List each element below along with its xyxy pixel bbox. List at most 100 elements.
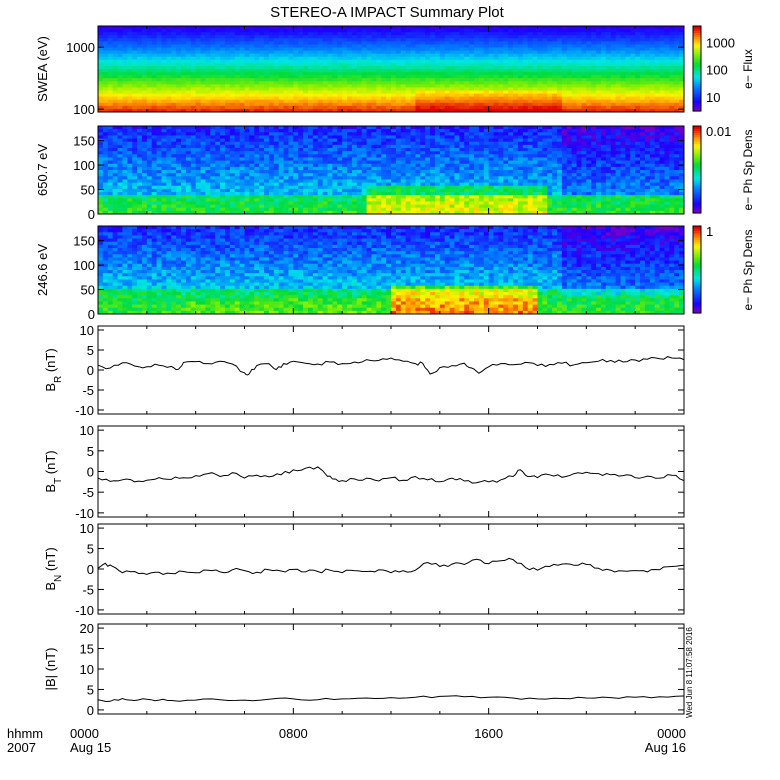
spectrogram-cell (112, 182, 119, 187)
spectrogram-cell (405, 108, 412, 113)
spectrogram-cell (166, 44, 172, 48)
spectrogram-cell (513, 35, 519, 39)
spectrogram-cell (141, 62, 148, 67)
spectrogram-cell (98, 154, 104, 158)
spectrogram-cell (259, 188, 265, 193)
spectrogram-cell (337, 198, 343, 202)
spectrogram-cell (122, 53, 128, 58)
spectrogram-cell (356, 108, 363, 113)
spectrogram-cell (229, 99, 236, 104)
spectrogram-cell (264, 135, 270, 140)
spectrogram-cell (620, 72, 626, 76)
spectrogram-cell (259, 38, 265, 42)
spectrogram-cell (517, 47, 524, 52)
spectrogram-cell (591, 75, 597, 79)
spectrogram-cell (654, 84, 661, 88)
spectrogram-cell (571, 29, 578, 33)
spectrogram-cell (561, 87, 568, 91)
spectrogram-cell (244, 90, 250, 95)
spectrogram-cell (376, 105, 382, 110)
spectrogram-cell (117, 50, 123, 55)
spectrogram-cell (464, 53, 470, 58)
spectrogram-cell (200, 176, 206, 180)
spectrogram-cell (273, 144, 280, 149)
spectrogram-cell (156, 41, 162, 45)
spectrogram-cell (107, 192, 114, 196)
spectrogram-cell (278, 93, 285, 98)
spectrogram-cell (283, 93, 289, 98)
spectrogram-cell (234, 26, 241, 30)
spectrogram-cell (229, 69, 236, 73)
spectrogram-cell (508, 26, 514, 30)
spectrogram-cell (161, 170, 167, 174)
spectrogram-cell (122, 201, 128, 206)
spectrogram-cell (679, 72, 685, 76)
spectrogram-cell (596, 90, 602, 95)
spectrogram-cell (122, 41, 128, 45)
spectrogram-cell (332, 87, 338, 91)
spectrogram-cell (483, 78, 490, 82)
spectrogram-cell (332, 35, 338, 39)
spectrogram-cell (171, 53, 177, 58)
spectrogram-cell (171, 81, 177, 85)
spectrogram-cell (459, 81, 465, 85)
spectrogram-cell (605, 78, 612, 82)
spectrogram-cell (337, 62, 343, 67)
spectrogram-cell (659, 29, 665, 33)
spectrogram-cell (220, 132, 226, 136)
spectrogram-cell (381, 50, 387, 55)
spectrogram-cell (205, 93, 211, 98)
spectrogram-cell (488, 35, 495, 39)
spectrogram-cell (474, 59, 480, 64)
spectrogram-cell (600, 87, 607, 91)
spectrogram-cell (264, 173, 270, 177)
spectrogram-cell (537, 93, 543, 98)
spectrogram-cell (102, 84, 109, 88)
spectrogram-cell (576, 59, 582, 64)
spectrogram-cell (351, 78, 358, 82)
spectrogram-cell (625, 87, 631, 91)
spectrogram-cell (664, 62, 670, 67)
spectrogram-cell (127, 29, 133, 33)
colorbar-segment (693, 108, 701, 112)
spectrogram-cell (268, 163, 275, 168)
spectrogram-cell (425, 96, 431, 101)
spectrogram-cell (557, 65, 563, 70)
spectrogram-cell (264, 166, 270, 171)
spectrogram-cell (615, 53, 622, 58)
spectrogram-cell (171, 170, 177, 174)
spectrogram-cell (679, 105, 685, 110)
spectrogram-cell (166, 198, 172, 202)
spectrogram-cell (303, 201, 309, 206)
spectrogram-cell (391, 41, 397, 45)
spectrogram-cell (298, 75, 304, 79)
spectrogram-cell (259, 84, 265, 88)
spectrogram-cell (649, 84, 656, 88)
spectrogram-cell (649, 26, 656, 30)
spectrogram-cell (176, 26, 182, 30)
spectrogram-cell (293, 69, 299, 73)
spectrogram-cell (146, 75, 153, 79)
spectrogram-cell (303, 166, 309, 171)
spectrogram-cell (337, 41, 343, 45)
spectrogram-cell (161, 132, 167, 136)
spectrogram-cell (98, 170, 104, 174)
spectrogram-cell (146, 78, 153, 82)
spectrogram-cell (483, 56, 490, 61)
spectrogram-cell (141, 96, 148, 101)
spectrogram-cell (98, 81, 104, 85)
spectrogram-cell (386, 59, 392, 64)
spectrogram-cell (342, 44, 348, 48)
spectrogram-cell (659, 90, 665, 95)
spectrogram-cell (630, 38, 636, 42)
spectrogram-cell (366, 81, 372, 85)
spectrogram-cell (288, 53, 294, 58)
spectrogram-cell (298, 69, 304, 73)
spectrogram-cell (303, 173, 309, 177)
spectrogram-cell (371, 90, 377, 95)
spectrogram-cell (249, 108, 255, 113)
spectrogram-cell (454, 62, 460, 67)
spectrogram-cell (459, 32, 465, 36)
spectrogram-cell (654, 26, 661, 30)
spectrogram-cell (176, 188, 182, 193)
